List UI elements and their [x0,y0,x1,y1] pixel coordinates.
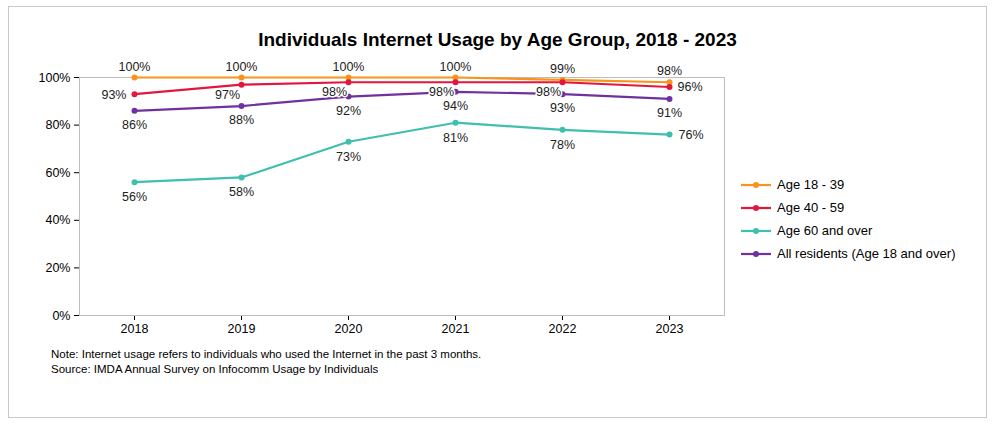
svg-text:2020: 2020 [335,322,363,336]
svg-text:60%: 60% [45,166,70,180]
svg-text:78%: 78% [550,138,575,152]
svg-text:2019: 2019 [228,322,256,336]
svg-text:99%: 99% [550,62,575,76]
svg-text:2021: 2021 [442,322,470,336]
svg-text:2023: 2023 [656,322,684,336]
svg-text:56%: 56% [122,190,147,204]
svg-text:81%: 81% [443,131,468,145]
svg-text:96%: 96% [678,80,703,94]
svg-text:92%: 92% [336,104,361,118]
html-text:All residents (Age 18 and over: All residents (Age 18 and over) [777,246,956,261]
svg-text:86%: 86% [122,118,147,132]
svg-text:91%: 91% [657,106,682,120]
html-text:Note: Internet usage refers to: Note: Internet usage refers to individua… [51,348,482,360]
svg-text:80%: 80% [45,118,70,132]
svg-text:73%: 73% [336,150,361,164]
svg-text:93%: 93% [550,101,575,115]
html-text:Source: IMDA Annual Survey on: Source: IMDA Annual Survey on Infocomm U… [51,363,379,375]
svg-text:100%: 100% [39,71,71,85]
svg-text:100%: 100% [226,60,258,74]
svg-text:2022: 2022 [549,322,577,336]
svg-text:40%: 40% [45,213,70,227]
svg-text:2018: 2018 [121,322,149,336]
svg-text:0%: 0% [52,309,70,323]
svg-text:97%: 97% [215,88,240,102]
svg-text:76%: 76% [679,128,704,142]
svg-text:88%: 88% [229,113,254,127]
svg-text:94%: 94% [443,99,468,113]
html-text:Age 18 - 39: Age 18 - 39 [777,177,845,192]
svg-text:98%: 98% [322,85,347,99]
svg-text:98%: 98% [657,64,682,78]
svg-text:20%: 20% [45,261,70,275]
html-text:Age 40 - 59: Age 40 - 59 [777,200,845,215]
svg-text:98%: 98% [536,85,561,99]
svg-text:100%: 100% [333,60,365,74]
html-text:Individuals Internet Usage by: Individuals Internet Usage by Age Group,… [258,29,737,50]
svg-text:93%: 93% [101,88,126,102]
svg-text:98%: 98% [429,85,454,99]
svg-text:100%: 100% [440,60,472,74]
html-text:Age 60 and over: Age 60 and over [777,223,873,238]
svg-text:100%: 100% [119,60,151,74]
svg-text:58%: 58% [229,185,254,199]
